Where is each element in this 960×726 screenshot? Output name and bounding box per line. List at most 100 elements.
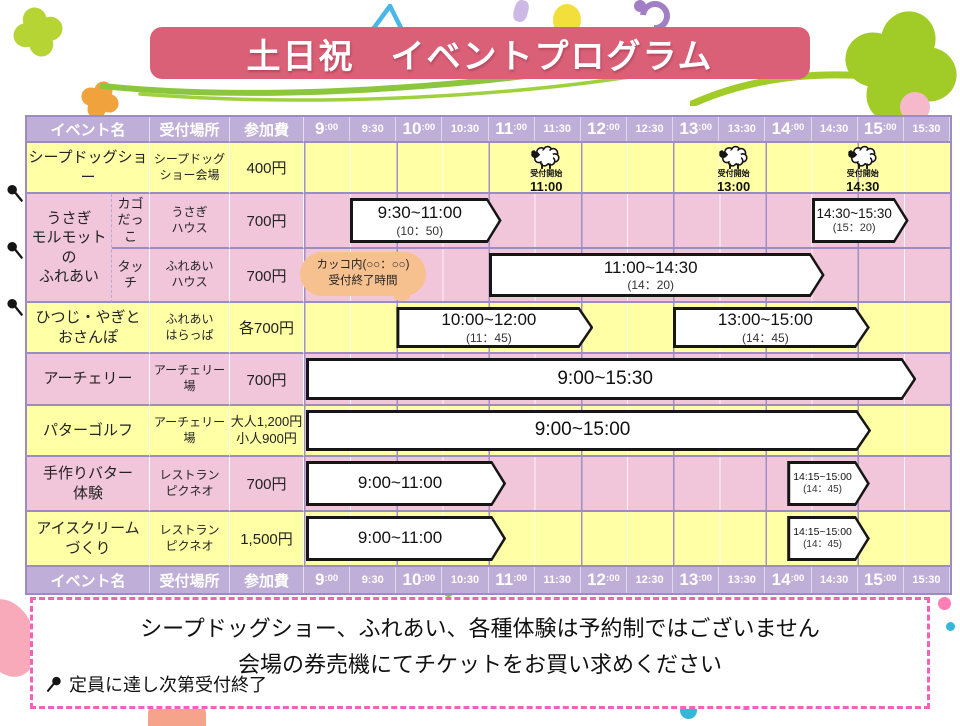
time-header-9:00: 9:00: [304, 117, 351, 141]
clover-icon: [6, 0, 70, 64]
event-name-sheep-goat-walk: ひつじ・やぎと おさんぽ: [27, 303, 150, 354]
location-archery: アーチェリー場: [150, 354, 230, 406]
location-butter-making: レストラン ピクネオ: [150, 457, 230, 512]
timeline-touch: カッコ内(○○：○○) 受付終了時間 11:00~14:30 (14：20): [300, 249, 950, 303]
info-note: シープドッグショー、ふれあい、各種体験は予約制ではございません 会場の券売機にて…: [30, 597, 930, 709]
time-bar: 9:00~11:00: [306, 461, 506, 506]
time-bar: 14:15~15:00 (14：45): [787, 516, 870, 561]
location-sheepdog-show: シープドッグ ショー会場: [150, 143, 230, 194]
time-bar: 13:00~15:00 (14：45): [673, 307, 870, 348]
time-header-9:30: 9:30: [350, 117, 397, 141]
legend-speech-bubble: カッコ内(○○：○○) 受付終了時間: [300, 252, 426, 301]
capacity-note-text: 定員に達し次第受付終了: [69, 675, 267, 695]
event-sub-touch: タッチ: [112, 249, 150, 303]
time-header-12:00: 12:00: [581, 117, 627, 141]
time-header-14:30: 14:30: [812, 567, 858, 593]
time-header-15:30: 15:30: [904, 117, 950, 141]
time-header-13:30: 13:30: [719, 117, 766, 141]
col-header-event: イベント名: [27, 117, 150, 143]
location-sheep-goat-walk: ふれあい はらっぱ: [150, 303, 230, 354]
location-touch: ふれあい ハウス: [150, 249, 230, 303]
location-basket-hold: うさぎ ハウス: [150, 194, 230, 249]
time-header-11:30: 11:30: [535, 117, 581, 141]
pink-dot-decoration: [938, 597, 951, 610]
time-header-11:00: 11:00: [489, 117, 535, 141]
time-header-15:00: 15:00: [858, 117, 904, 141]
time-header-9:00: 9:00: [304, 567, 351, 593]
timeline-sheepdog-show: 受付開始 11:00 受付開始 13:00 受付開始 14:30: [304, 143, 950, 194]
time-header-14:00: 14:00: [765, 117, 812, 141]
time-header-14:30: 14:30: [812, 117, 858, 141]
note-line-2: 会場の券売機にてチケットをお買い求めください: [237, 652, 722, 677]
sheepdog-session-marker: 受付開始 13:00: [716, 145, 752, 194]
time-header-13:00: 13:00: [673, 567, 720, 593]
time-bar: 11:00~14:30 (14：20): [489, 253, 825, 297]
time-header-12:00: 12:00: [581, 567, 627, 593]
time-header-15:00: 15:00: [858, 567, 904, 593]
event-sub-basket-hold: カゴ だっこ: [112, 194, 150, 249]
lavender-note-decoration: [511, 0, 531, 24]
time-bar: 14:15~15:00 (14：45): [787, 461, 870, 506]
time-header-14:00: 14:00: [765, 567, 812, 593]
sheep-icon: [528, 145, 564, 169]
timeline-sheep-goat-walk: 10:00~12:00 (11：45) 13:00~15:00 (14：45): [304, 303, 950, 354]
event-name-putter-golf: パターゴルフ: [27, 406, 150, 457]
timeline-ice-cream: 9:00~11:00 14:15~15:00 (14：45): [304, 512, 950, 567]
time-header-10:00: 10:00: [396, 117, 443, 141]
sheepdog-session-marker: 受付開始 11:00: [528, 145, 564, 194]
time-bar: 14:30~15:30 (15：20): [812, 198, 909, 243]
purple-dot-decoration: [634, 0, 646, 12]
note-line-1: シープドッグショー、ふれあい、各種体験は予約制ではございません: [140, 616, 820, 641]
event-name-ice-cream: アイスクリーム づくり: [27, 512, 150, 567]
fee-sheepdog-show: 400円: [230, 143, 304, 194]
col-header-location: 受付場所: [150, 117, 230, 143]
capacity-note: 定員に達し次第受付終了: [45, 671, 267, 697]
time-bar: 9:00~11:00: [306, 516, 506, 561]
blue-dot-decoration: [946, 622, 955, 631]
event-name-sheepdog-show: シープドッグショー: [27, 143, 150, 194]
event-group-rabbit-petting: うさぎ モルモットの ふれあい: [27, 194, 112, 303]
pin-icon: [45, 676, 62, 693]
fee-basket-hold: 700円: [230, 194, 304, 249]
pin-icon: [6, 241, 25, 260]
time-header-12:30: 12:30: [627, 117, 674, 141]
location-ice-cream: レストラン ピクネオ: [150, 512, 230, 567]
time-header-11:30: 11:30: [535, 567, 581, 593]
pin-icon: [6, 298, 25, 317]
sheepdog-session-marker: 受付開始 14:30: [845, 145, 881, 194]
time-header-11:00: 11:00: [489, 567, 535, 593]
time-header-13:30: 13:30: [719, 567, 766, 593]
time-bar: 10:00~12:00 (11：45): [396, 307, 593, 348]
col-header-event-bottom: イベント名: [27, 567, 150, 593]
sheep-icon: [845, 145, 881, 169]
fee-butter-making: 700円: [230, 457, 304, 512]
time-header-10:30: 10:30: [442, 117, 489, 141]
event-schedule-table: イベント名 受付場所 参加費 9:00 9:30 10:00 10:30 11:00 11…: [25, 115, 952, 595]
time-header-10:30: 10:30: [442, 567, 489, 593]
time-header-15:30: 15:30: [904, 567, 950, 593]
timeline-butter-making: 9:00~11:00 14:15~15:00 (14：45): [304, 457, 950, 512]
pin-icon: [6, 184, 25, 203]
title-banner: 土日祝 イベントプログラム: [150, 27, 810, 79]
timeline-putter-golf: 9:00~15:00: [304, 406, 950, 457]
fee-archery: 700円: [230, 354, 304, 406]
col-header-fee: 参加費: [230, 117, 304, 143]
time-bar: 9:30~11:00 (10：50): [350, 198, 502, 243]
event-name-archery: アーチェリー: [27, 354, 150, 406]
location-putter-golf: アーチェリー場: [150, 406, 230, 457]
time-header-13:00: 13:00: [673, 117, 720, 141]
fee-touch: 700円: [230, 249, 304, 303]
time-header-row-bottom: 9:00 9:30 10:00 10:30 11:00 11:30 12:00 12:30 13…: [304, 567, 950, 593]
time-header-9:30: 9:30: [350, 567, 397, 593]
sheep-icon: [716, 145, 752, 169]
fee-ice-cream: 1,500円: [230, 512, 304, 567]
time-bar: 9:00~15:00: [306, 410, 871, 451]
col-header-location-bottom: 受付場所: [150, 567, 230, 593]
time-bar: 9:00~15:30: [306, 358, 916, 400]
page-title: 土日祝 イベントプログラム: [246, 37, 714, 76]
timeline-archery: 9:00~15:30: [304, 354, 950, 406]
col-header-fee-bottom: 参加費: [230, 567, 304, 593]
time-header-10:00: 10:00: [396, 567, 443, 593]
event-name-butter-making: 手作りバター 体験: [27, 457, 150, 512]
fee-putter-golf: 大人1,200円 小人900円: [230, 406, 304, 457]
